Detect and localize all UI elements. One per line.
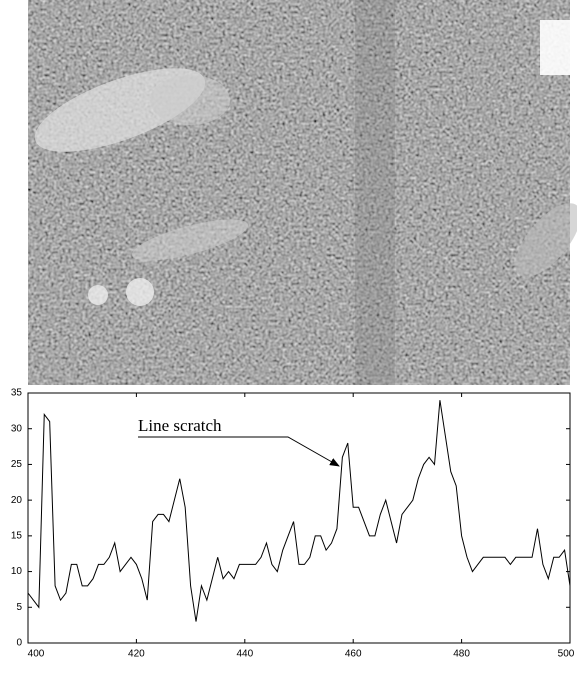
annotation: Line scratch	[138, 416, 222, 435]
y-tick-label: 0	[16, 638, 22, 649]
y-tick-label: 35	[11, 388, 23, 399]
y-tick-label: 30	[11, 423, 23, 434]
y-tick-label: 10	[11, 566, 23, 577]
data-line	[27, 400, 571, 622]
y-tick-label: 25	[11, 459, 23, 470]
y-tick-label: 20	[11, 495, 23, 506]
annotation-arrow	[138, 436, 340, 467]
y-tick-label: 5	[16, 602, 22, 613]
x-tick-label: 460	[345, 649, 362, 660]
y-tick-label: 15	[11, 530, 23, 541]
x-tick-label: 420	[128, 649, 145, 660]
x-tick-label: 440	[236, 649, 253, 660]
x-tick-label: 500	[558, 649, 575, 660]
grayscale-image	[28, 0, 577, 385]
plot-frame	[27, 392, 571, 644]
x-tick-label: 480	[453, 649, 470, 660]
x-tick-label: 400	[28, 649, 45, 660]
